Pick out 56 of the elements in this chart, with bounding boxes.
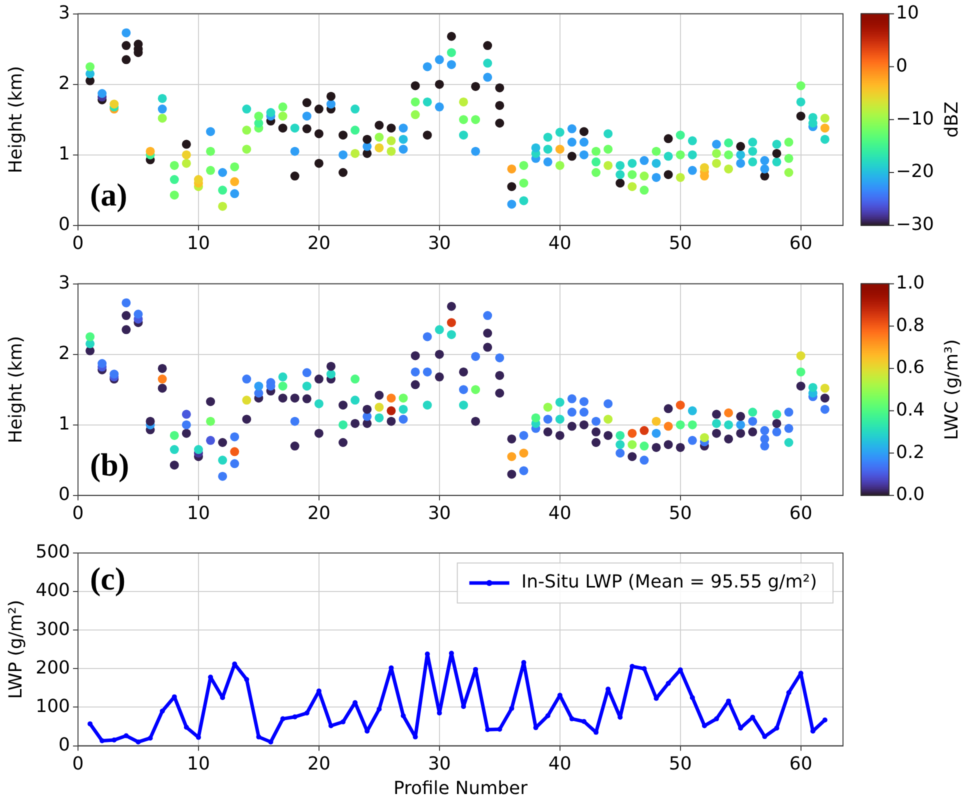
x-tick-label: 10: [187, 502, 210, 524]
x-tick-label: 50: [668, 753, 692, 774]
x-tick-label: 20: [307, 502, 330, 524]
legend-label: In-Situ LWP (Mean = 95.55 g/m²): [521, 572, 818, 593]
y-tick-label: 1: [58, 414, 70, 435]
y-tick-label: 3: [58, 272, 70, 294]
x-tick-label: 0: [72, 232, 84, 254]
annotation: (a): [90, 176, 128, 213]
y-tick-label: 0: [58, 214, 70, 236]
annotation: (b): [90, 446, 130, 483]
y-tick-label: 0: [58, 484, 70, 506]
x-tick-label: 30: [428, 753, 451, 774]
x-tick-label: 60: [789, 502, 812, 524]
color-bar-label: 0.0: [896, 484, 925, 506]
x-tick-label: 30: [428, 232, 451, 254]
y-tick-label: 2: [58, 343, 70, 364]
color-bar-label: 10: [896, 2, 919, 24]
color-bar-label: 1.0: [896, 272, 925, 294]
x-tick-label: 40: [548, 232, 572, 254]
y-tick-label: 200: [36, 657, 70, 678]
x-tick-label: 60: [789, 753, 812, 774]
color-bar-label: −20: [896, 161, 934, 182]
color-bar-label: 0.8: [896, 314, 925, 336]
x-tick-label: 50: [668, 502, 692, 524]
y-axis-title: Height (km): [5, 336, 26, 444]
x-tick-label: 60: [789, 232, 812, 254]
y-tick-label: 2: [58, 73, 70, 94]
y-tick-label: 400: [36, 580, 70, 602]
x-tick-label: 0: [72, 753, 84, 774]
x-tick-label: 40: [548, 502, 572, 524]
y-tick-label: 1: [58, 144, 70, 165]
x-tick-label: 10: [187, 753, 210, 774]
x-tick-label: 50: [668, 232, 692, 254]
x-tick-label: 20: [307, 232, 330, 254]
color-bar-label: 0: [896, 55, 908, 76]
annotation: (c): [90, 560, 126, 596]
color-bar-label: 0.2: [896, 442, 925, 463]
y-tick-label: 3: [58, 2, 70, 24]
y-axis-title: Height (km): [5, 66, 26, 174]
x-tick-label: 30: [428, 502, 451, 524]
x-tick-label: 0: [72, 502, 84, 524]
y-tick-label: 100: [36, 696, 70, 717]
color-bar-label: 0.4: [896, 399, 925, 420]
y-tick-label: 300: [36, 618, 70, 640]
color-bar-label: −10: [896, 108, 934, 130]
color-bar-title: LWC (g/m³): [942, 339, 963, 440]
x-axis-title: Profile Number: [394, 778, 528, 799]
x-tick-label: 40: [548, 753, 572, 774]
x-tick-label: 20: [307, 753, 330, 774]
color-bar-title: dBZ: [942, 102, 963, 138]
y-tick-label: 0: [58, 734, 70, 756]
y-tick-label: 500: [36, 542, 70, 563]
color-bar-label: −30: [896, 214, 934, 236]
y-axis-title: LWP (g/m²): [5, 600, 26, 699]
color-bar-label: 0.6: [896, 357, 925, 378]
x-tick-label: 10: [187, 232, 210, 254]
